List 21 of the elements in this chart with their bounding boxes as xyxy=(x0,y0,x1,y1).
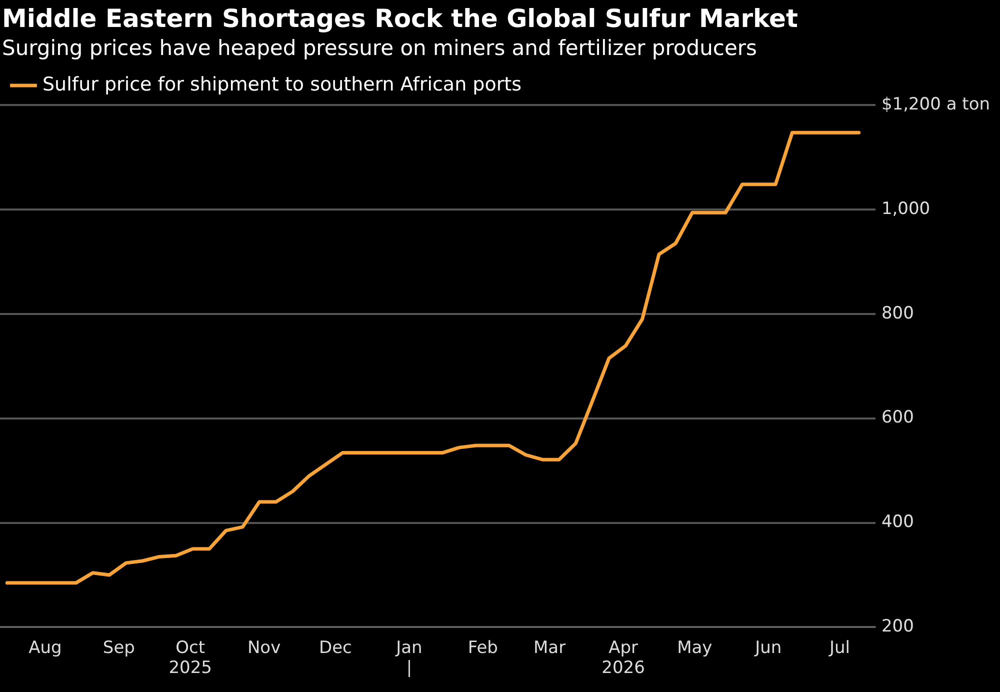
y-tick-label: 800 xyxy=(881,303,914,324)
chart-title: Middle Eastern Shortages Rock the Global Sulfur Market xyxy=(2,4,799,34)
y-tick-label: 400 xyxy=(881,512,914,532)
y-tick-label: 600 xyxy=(881,408,914,428)
y-tick-label: 1,000 xyxy=(881,198,930,219)
x-tick-label: Dec xyxy=(318,638,352,658)
chart-subtitle: Surging prices have heaped pressure on miners and fertilizer producers xyxy=(2,35,758,62)
x-tick-label: Apr 2026 xyxy=(602,638,645,678)
x-tick-label: Jun xyxy=(754,638,782,658)
x-tick-label: Jan | xyxy=(395,638,422,678)
x-tick-label: Jul xyxy=(828,638,850,658)
x-tick-label: Oct 2025 xyxy=(168,638,212,678)
x-tick-label: Aug xyxy=(28,638,62,658)
y-tick-label: $1,200 a ton xyxy=(881,94,990,114)
x-tick-label: Mar xyxy=(533,638,566,658)
y-tick-label: 200 xyxy=(881,616,914,637)
x-tick-label: Feb xyxy=(468,638,498,658)
x-tick-label: Nov xyxy=(247,638,281,658)
x-tick-label: May xyxy=(677,638,712,658)
x-tick-label: Sep xyxy=(102,638,135,658)
legend-label: Sulfur price for shipment to southern African ports xyxy=(42,73,522,96)
